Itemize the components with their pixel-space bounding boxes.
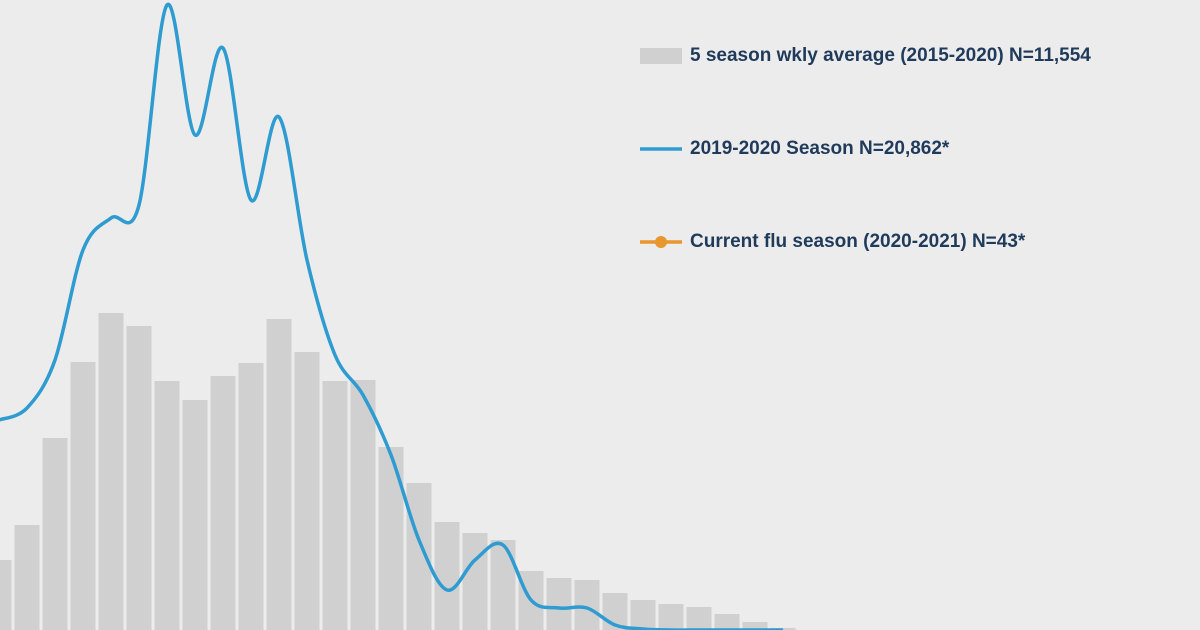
bar: [294, 352, 320, 630]
bar: [98, 313, 124, 630]
legend-label: 5 season wkly average (2015-2020) N=11,5…: [690, 45, 1091, 66]
bar: [266, 319, 292, 630]
bar: [14, 525, 40, 630]
bar: [686, 607, 712, 630]
bar: [210, 376, 236, 630]
bar: [238, 363, 264, 630]
bar: [154, 381, 180, 630]
legend-label: Current flu season (2020-2021) N=43*: [690, 231, 1026, 252]
bar: [742, 622, 768, 630]
bar: [490, 540, 516, 630]
bar: [42, 438, 68, 630]
bar: [434, 522, 460, 630]
bar: [350, 380, 376, 630]
legend-marker: [655, 236, 667, 248]
bar: [126, 326, 152, 630]
bar: [546, 578, 572, 630]
legend-label: 2019-2020 Season N=20,862*: [690, 138, 950, 159]
bar: [0, 560, 12, 630]
bar: [658, 604, 684, 630]
bar: [462, 533, 488, 630]
bar: [714, 614, 740, 630]
series-line: [0, 3, 783, 630]
bar: [378, 447, 404, 630]
bar: [574, 580, 600, 630]
bar: [630, 600, 656, 630]
legend-swatch: [640, 48, 682, 64]
bar: [322, 381, 348, 630]
bar: [182, 400, 208, 630]
bar: [70, 362, 96, 630]
